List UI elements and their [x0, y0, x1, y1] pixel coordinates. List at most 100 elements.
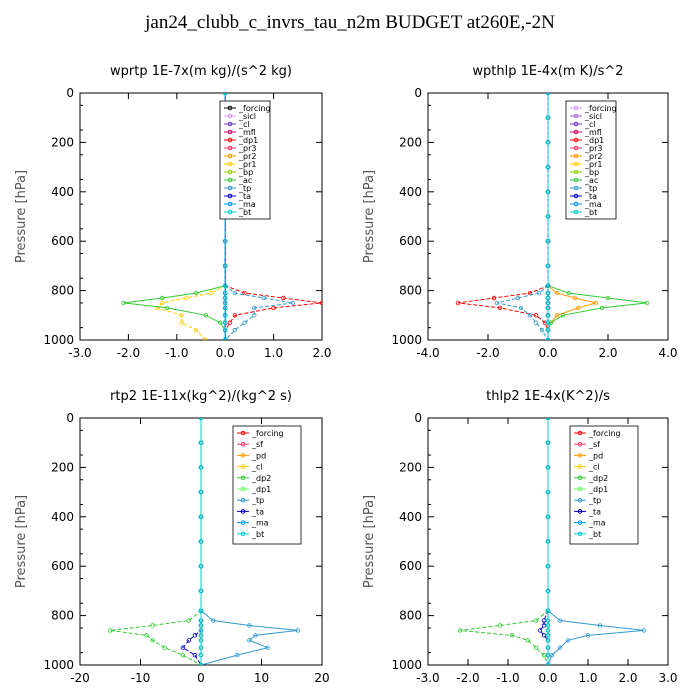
legend-marker	[240, 531, 246, 537]
legend-marker	[573, 153, 579, 159]
legend-marker	[577, 520, 583, 525]
x-tick-label: 2.0	[598, 346, 617, 360]
legend-marker	[577, 497, 583, 503]
data-point	[208, 290, 213, 296]
legend-label: _bt	[584, 208, 597, 217]
legend-marker	[227, 153, 233, 159]
y-tick-label: 200	[399, 135, 422, 149]
data-point	[593, 300, 599, 306]
data-point	[155, 305, 160, 311]
x-tick-label: 20	[314, 671, 329, 685]
series-line-ta	[182, 418, 202, 665]
data-point	[549, 652, 555, 658]
x-tick-label: 1.0	[264, 346, 283, 360]
data-point	[198, 440, 204, 445]
x-tick-label: -4.0	[416, 346, 439, 360]
data-point	[198, 418, 204, 421]
legend-marker	[227, 161, 233, 167]
data-point	[565, 638, 571, 643]
legend-label: _dp1	[251, 485, 271, 494]
data-point	[542, 320, 548, 325]
data-point	[222, 283, 228, 288]
legend-label: _forcing	[588, 429, 621, 438]
legend-marker	[577, 475, 583, 481]
y-tick-label: 200	[399, 460, 422, 474]
legend-label: _ma	[588, 519, 606, 528]
data-point	[545, 93, 551, 96]
data-point	[541, 633, 547, 638]
series-group	[108, 418, 300, 665]
data-point	[160, 300, 165, 306]
data-point	[554, 290, 560, 296]
data-point	[545, 623, 551, 628]
x-tick-label: 0.0	[538, 346, 557, 360]
panel-2: wpthlp 1E-4x(m K)/s^2 Pressure [hPa] 0 200 4…	[362, 64, 678, 360]
data-point	[180, 645, 186, 650]
y-tick-label: 0	[66, 86, 74, 100]
x-tick-label: 1.0	[578, 671, 597, 685]
y-tick-label: 400	[399, 185, 422, 199]
y-axis-label: Pressure [hPa]	[14, 495, 29, 588]
data-point	[545, 465, 551, 470]
data-point	[198, 623, 204, 628]
x-tick-label: -2.0	[117, 346, 140, 360]
data-point	[198, 564, 204, 569]
legend-label: _sf	[251, 440, 263, 449]
data-point	[539, 327, 545, 333]
x-tick-label: 3.0	[658, 671, 677, 685]
legend-label: _cl	[584, 120, 596, 129]
legend-marker	[227, 185, 233, 191]
data-point	[198, 608, 204, 613]
data-point	[223, 93, 228, 96]
y-tick-label: 1000	[43, 658, 74, 672]
data-point	[560, 313, 566, 318]
data-point	[162, 645, 167, 650]
series-line-dp1	[457, 93, 549, 340]
data-point	[545, 295, 551, 301]
data-point	[281, 295, 286, 301]
x-tick-label: 0.0	[216, 346, 235, 360]
data-point	[545, 418, 551, 421]
data-point	[545, 645, 551, 650]
x-tick-label: -2.0	[456, 671, 479, 685]
data-point	[497, 305, 503, 311]
panel-1: wprtp 1E-7x(m kg)/(s^2 kg) Pressure [hPa]…	[14, 64, 332, 360]
legend-label: _ta	[588, 507, 601, 516]
y-tick-label: 0	[414, 411, 422, 425]
data-point	[545, 628, 551, 633]
y-tick-label: 1000	[391, 658, 422, 672]
series-line-ac	[123, 93, 226, 340]
legend-label: _ta	[251, 507, 264, 516]
x-tick-label: -3.0	[416, 671, 439, 685]
legend-label: _mfl	[584, 128, 602, 137]
data-point	[232, 290, 238, 296]
data-point	[198, 652, 204, 658]
legend-marker	[577, 486, 583, 492]
legend-label: _tp	[588, 496, 601, 505]
y-tick-label: 600	[51, 234, 74, 248]
legend-label: _bp	[238, 168, 253, 177]
y-tick-label: 200	[51, 460, 74, 474]
legend-label: _cl	[251, 463, 263, 472]
data-point	[527, 313, 533, 318]
legend-label: _mfl	[238, 128, 256, 137]
data-point	[271, 305, 276, 311]
data-point	[198, 638, 204, 643]
data-point	[545, 662, 551, 665]
data-point	[186, 618, 192, 623]
legend-label: _cl	[588, 463, 600, 472]
data-point	[457, 628, 463, 633]
data-point	[545, 115, 551, 120]
legend-label: _bt	[238, 208, 251, 217]
data-point	[198, 633, 204, 638]
legend-marker	[577, 453, 583, 458]
legend-marker	[240, 430, 246, 436]
data-point	[121, 300, 126, 306]
data-point	[198, 618, 204, 623]
data-point	[554, 313, 560, 318]
legend-marker	[227, 209, 233, 215]
y-tick-label: 800	[51, 609, 74, 623]
data-point	[494, 300, 500, 306]
data-point	[545, 263, 551, 269]
x-tick-label: 2.0	[312, 346, 331, 360]
